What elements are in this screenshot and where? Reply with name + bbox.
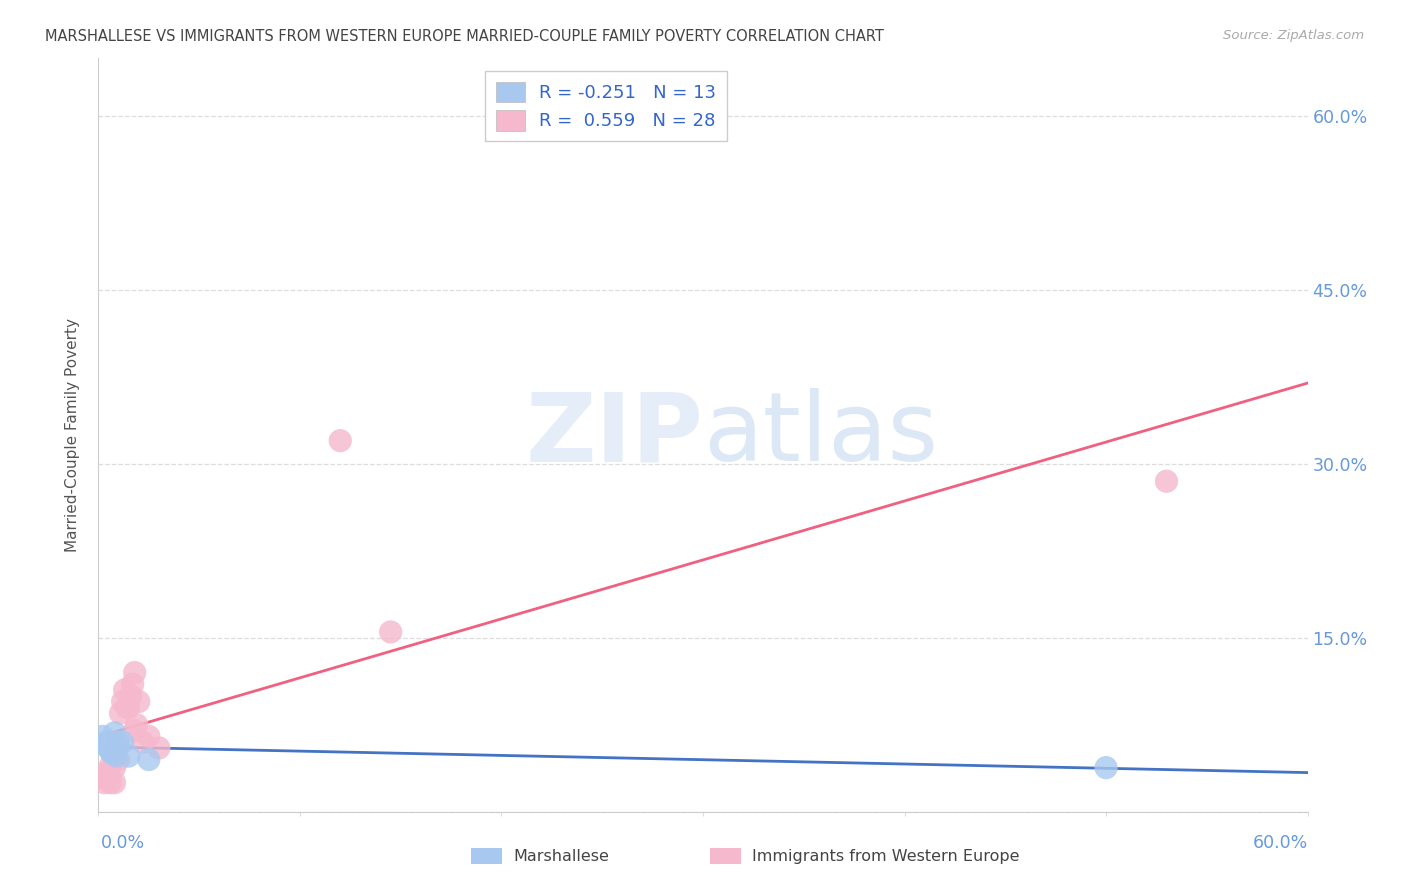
- Point: [105, 749, 128, 764]
- Point: [101, 747, 124, 761]
- Y-axis label: Married-Couple Family Poverty: Married-Couple Family Poverty: [65, 318, 80, 552]
- Point: [96, 772, 118, 787]
- Point: [115, 700, 138, 714]
- Text: 60.0%: 60.0%: [1253, 834, 1308, 852]
- Point: [1095, 761, 1118, 775]
- Point: [96, 735, 118, 749]
- Point: [118, 749, 141, 764]
- Text: ZIP: ZIP: [524, 388, 703, 482]
- Point: [100, 744, 122, 758]
- Point: [101, 747, 124, 761]
- Point: [100, 776, 122, 790]
- Point: [124, 723, 146, 738]
- Point: [148, 740, 170, 755]
- Point: [103, 761, 125, 775]
- Text: atlas: atlas: [703, 388, 938, 482]
- Point: [97, 764, 120, 778]
- Point: [118, 700, 141, 714]
- Point: [120, 689, 142, 703]
- Point: [91, 770, 114, 784]
- Point: [138, 730, 160, 744]
- Point: [1156, 475, 1178, 489]
- Text: Immigrants from Western Europe: Immigrants from Western Europe: [752, 849, 1019, 863]
- Text: Marshallese: Marshallese: [513, 849, 609, 863]
- Point: [103, 776, 125, 790]
- Text: Source: ZipAtlas.com: Source: ZipAtlas.com: [1223, 29, 1364, 42]
- Point: [329, 434, 352, 448]
- Point: [97, 740, 120, 755]
- Point: [103, 726, 125, 740]
- Point: [100, 758, 122, 772]
- Point: [125, 717, 148, 731]
- Point: [93, 738, 115, 752]
- Text: MARSHALLESE VS IMMIGRANTS FROM WESTERN EUROPE MARRIED-COUPLE FAMILY POVERTY CORR: MARSHALLESE VS IMMIGRANTS FROM WESTERN E…: [45, 29, 884, 44]
- Point: [110, 706, 132, 721]
- Point: [105, 735, 128, 749]
- Point: [132, 735, 155, 749]
- Text: 0.0%: 0.0%: [101, 834, 145, 852]
- Point: [107, 753, 129, 767]
- Point: [93, 776, 115, 790]
- Point: [111, 735, 134, 749]
- Point: [124, 665, 146, 680]
- Point: [121, 677, 143, 691]
- Point: [111, 694, 134, 708]
- Point: [107, 738, 129, 752]
- Legend: R = -0.251   N = 13, R =  0.559   N = 28: R = -0.251 N = 13, R = 0.559 N = 28: [485, 70, 727, 141]
- Point: [114, 683, 136, 698]
- Point: [138, 753, 160, 767]
- Point: [380, 624, 402, 639]
- Point: [91, 730, 114, 744]
- Point: [128, 694, 150, 708]
